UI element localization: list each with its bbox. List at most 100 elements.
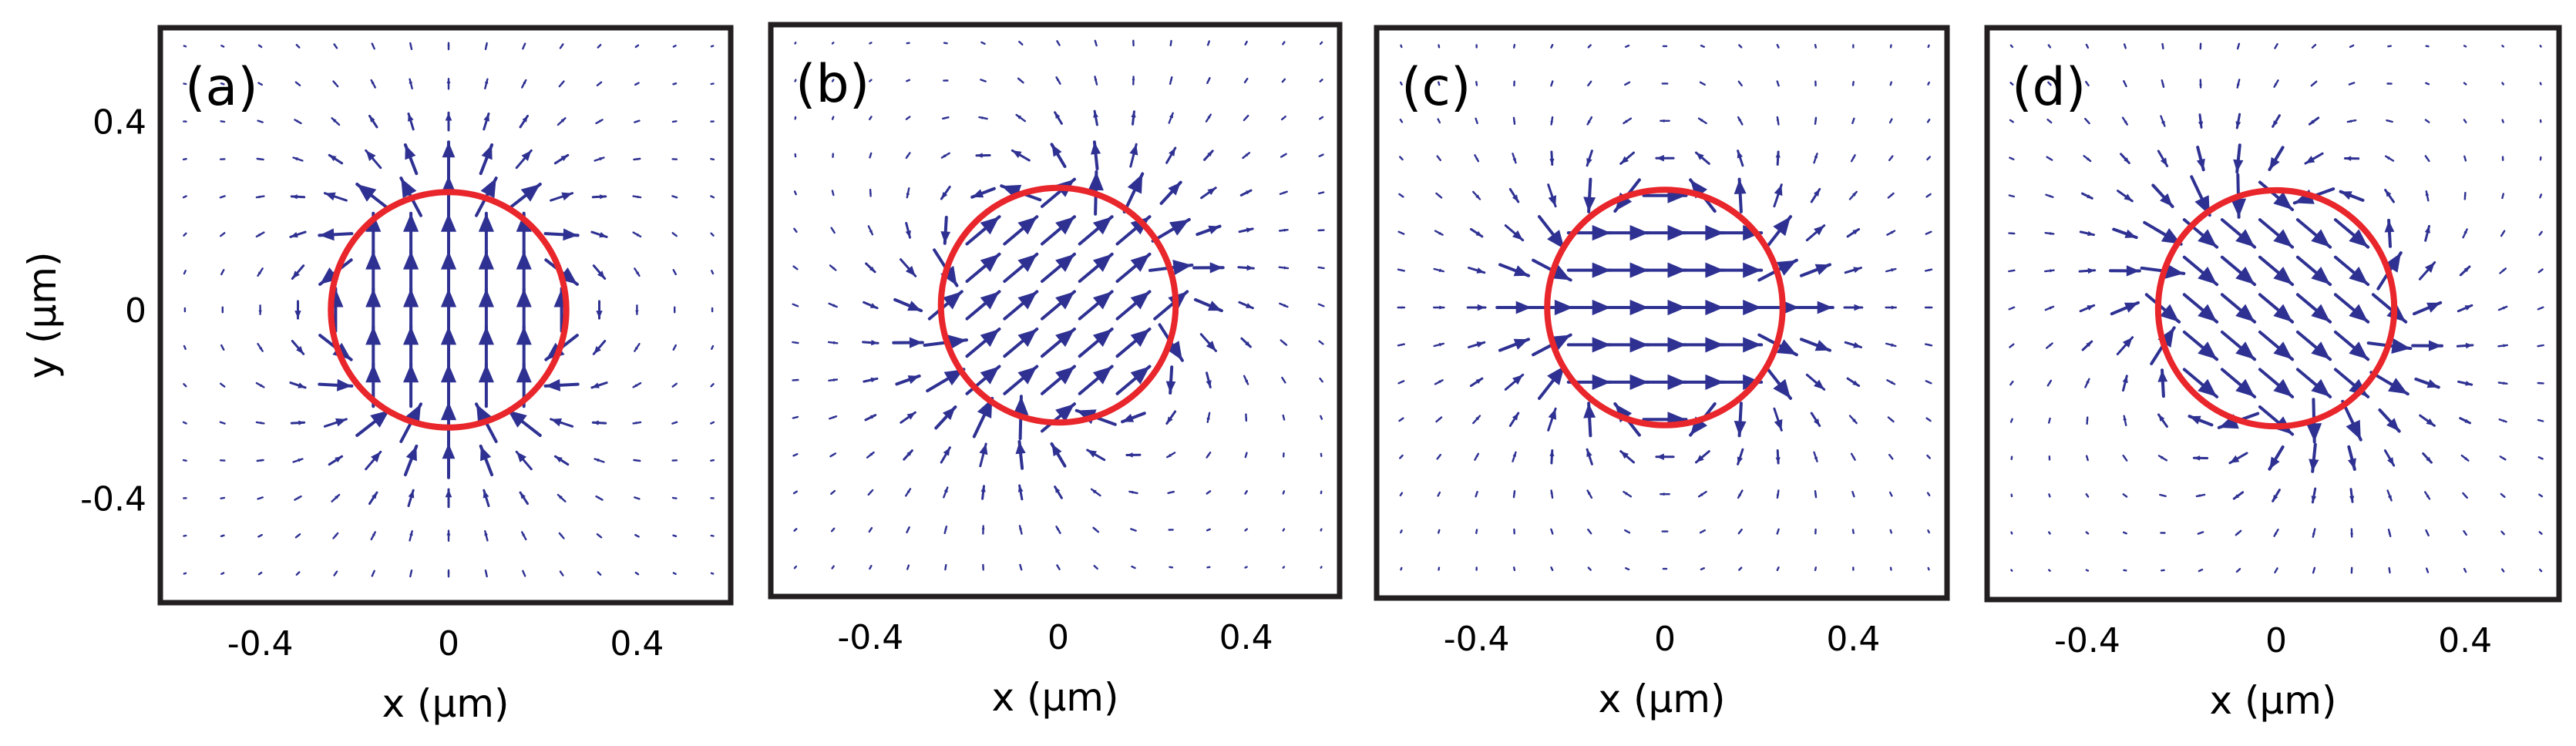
field-arrow	[478, 287, 494, 333]
field-arrow	[1586, 448, 1593, 465]
field-arrow	[634, 571, 640, 576]
field-arrow	[506, 408, 542, 437]
field-arrow	[1737, 528, 1743, 535]
field-arrow	[1512, 566, 1516, 571]
field-arrow	[365, 287, 382, 333]
x-tick-label: -0.4	[227, 624, 294, 664]
field-arrow	[2463, 82, 2467, 86]
field-arrow	[1776, 116, 1780, 126]
field-arrow	[1887, 192, 1895, 199]
field-arrow	[905, 222, 911, 239]
field-arrow	[1512, 116, 1516, 126]
field-arrow	[440, 287, 457, 333]
field-arrow	[447, 569, 450, 578]
field-arrow	[2123, 43, 2127, 49]
field-arrow	[1844, 341, 1862, 348]
field-arrow	[1041, 252, 1076, 283]
field-arrow	[906, 42, 910, 45]
field-arrow	[1282, 490, 1286, 495]
field-arrow	[2350, 528, 2353, 538]
field-arrow	[1925, 417, 1932, 422]
field-arrow	[318, 228, 354, 241]
field-arrow	[1122, 172, 1145, 213]
field-arrow	[1132, 39, 1135, 47]
field-arrow	[1850, 452, 1856, 461]
field-arrow	[2157, 413, 2168, 428]
field-arrow	[2333, 255, 2370, 287]
field-arrow	[1550, 566, 1554, 571]
field-arrow	[1239, 189, 1253, 197]
y-axis-label: y (μm)	[20, 251, 65, 378]
field-arrow	[940, 152, 950, 159]
field-arrow	[1078, 328, 1114, 358]
field-arrow	[183, 82, 187, 86]
field-arrow	[323, 418, 348, 428]
field-arrow	[2048, 493, 2051, 498]
field-arrow	[710, 421, 715, 425]
field-arrow	[2220, 255, 2257, 287]
field-arrow	[1813, 153, 1818, 164]
field-arrow	[2123, 79, 2127, 88]
field-arrow	[2418, 261, 2436, 281]
field-arrow	[290, 194, 306, 200]
field-arrow	[906, 187, 910, 199]
field-arrow	[255, 231, 265, 238]
field-arrow	[1619, 151, 1635, 165]
field-arrow	[2425, 45, 2430, 48]
field-arrow	[2047, 44, 2052, 49]
field-arrow	[1700, 44, 1706, 48]
field-arrow	[632, 231, 642, 238]
field-arrow	[1129, 143, 1138, 168]
field-arrow	[792, 303, 799, 307]
field-arrow	[1468, 267, 1486, 274]
field-arrow	[559, 570, 564, 576]
field-arrow	[1240, 337, 1252, 348]
field-arrow	[2233, 143, 2244, 174]
field-arrow	[1700, 567, 1706, 571]
field-arrow	[1469, 377, 1484, 388]
field-arrow	[2537, 344, 2544, 348]
field-arrow	[2333, 218, 2370, 249]
field-arrow	[1131, 565, 1136, 570]
field-arrow	[1278, 228, 1289, 232]
field-arrow	[2274, 43, 2278, 49]
field-arrow	[1055, 76, 1061, 85]
field-arrow	[1805, 373, 1826, 391]
field-arrow	[2350, 566, 2353, 574]
field-arrow	[1279, 302, 1289, 308]
field-arrow	[1244, 528, 1249, 532]
field-arrow	[965, 290, 1001, 321]
field-arrow	[868, 526, 873, 533]
field-arrow	[1193, 297, 1223, 313]
field-arrow	[972, 397, 994, 439]
field-arrow	[2199, 79, 2202, 89]
field-arrow	[1121, 412, 1146, 424]
field-arrow	[596, 533, 603, 539]
field-arrow	[1131, 110, 1136, 126]
field-arrow	[1199, 333, 1217, 352]
field-arrow	[1773, 183, 1783, 208]
field-arrow	[1512, 490, 1516, 499]
field-arrow	[1776, 80, 1780, 87]
field-arrow	[632, 381, 642, 388]
field-arrow	[829, 452, 837, 458]
field-arrow	[1206, 76, 1211, 85]
field-arrow	[2045, 193, 2054, 199]
field-arrow	[2236, 42, 2241, 50]
field-arrow	[1737, 448, 1744, 465]
field-arrow	[291, 340, 305, 355]
field-arrow	[2045, 342, 2053, 349]
field-arrow	[1680, 374, 1726, 390]
field-arrow	[1738, 566, 1743, 571]
field-arrow	[522, 42, 526, 50]
field-arrow	[2343, 156, 2360, 161]
field-arrow	[1604, 299, 1650, 316]
field-arrow	[2084, 80, 2090, 87]
field-arrow	[965, 252, 1001, 283]
field-arrow	[710, 383, 715, 388]
field-arrow	[1619, 450, 1635, 464]
field-arrow	[442, 442, 456, 479]
field-arrow	[1475, 117, 1478, 125]
field-arrow	[592, 264, 607, 280]
field-arrow	[331, 117, 341, 126]
